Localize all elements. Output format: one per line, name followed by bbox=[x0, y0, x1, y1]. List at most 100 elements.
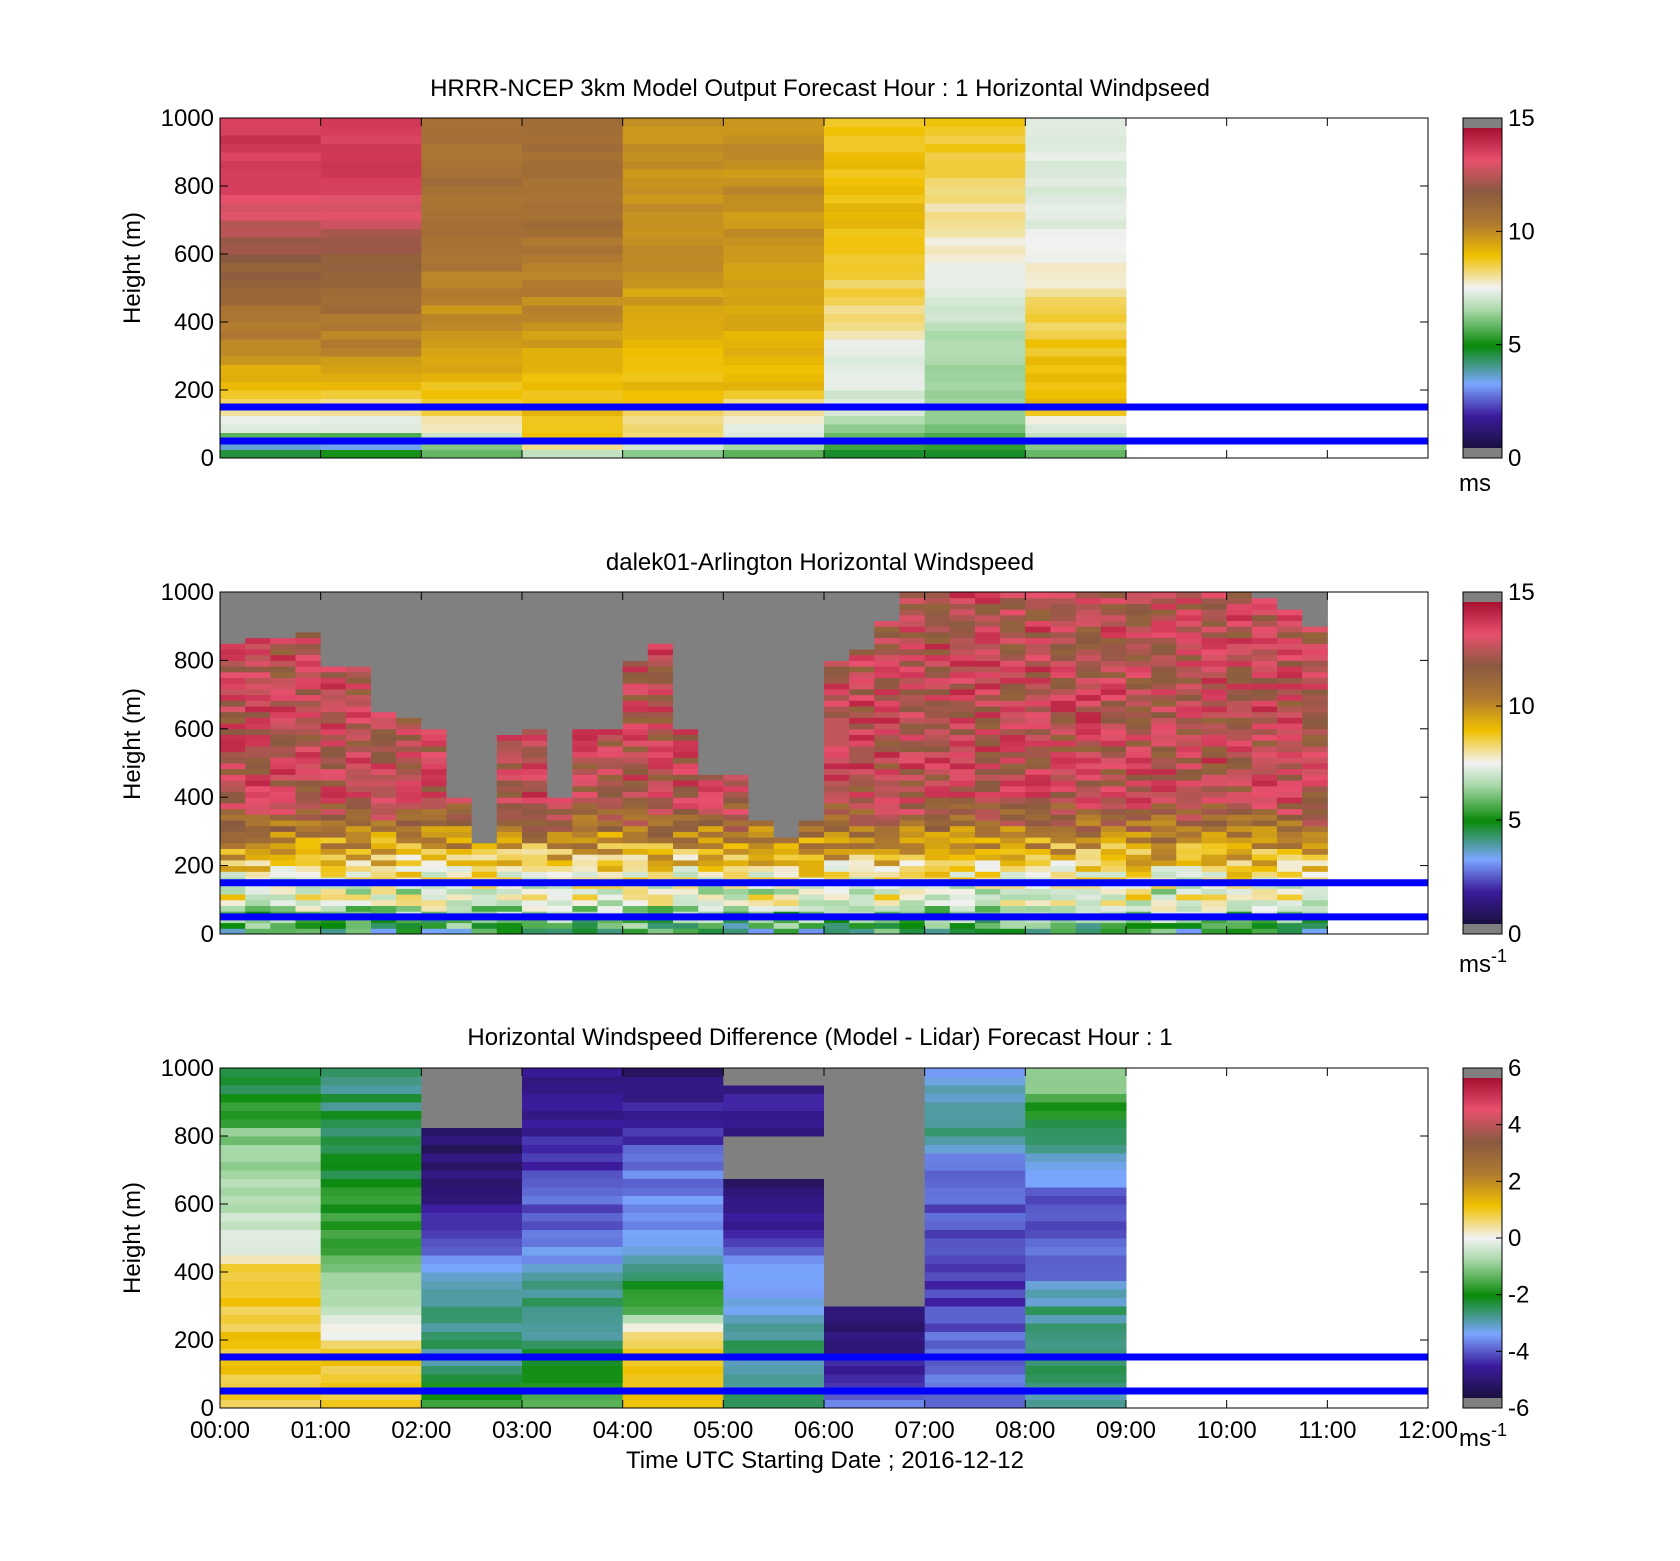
heatmap-cell bbox=[471, 859, 498, 867]
heatmap-cell bbox=[949, 757, 976, 764]
heatmap-cell bbox=[924, 763, 951, 770]
heatmap-cell bbox=[1025, 169, 1127, 178]
heatmap-cell bbox=[220, 854, 246, 861]
heatmap-cell bbox=[245, 631, 271, 639]
heatmap-cell bbox=[597, 820, 624, 827]
heatmap-cell bbox=[295, 791, 322, 798]
heatmap-cell bbox=[245, 723, 271, 730]
heatmap-cell bbox=[1075, 717, 1102, 724]
heatmap-cell bbox=[748, 745, 775, 753]
heatmap-cell bbox=[1075, 797, 1102, 804]
heatmap-cell bbox=[647, 660, 674, 667]
heatmap-cell bbox=[899, 740, 926, 747]
heatmap-cell bbox=[270, 763, 296, 770]
heatmap-cell bbox=[673, 854, 699, 861]
heatmap-cell bbox=[421, 262, 523, 272]
heatmap-cell bbox=[924, 780, 951, 787]
heatmap-cell bbox=[572, 597, 598, 604]
heatmap-cell bbox=[1000, 711, 1026, 718]
heatmap-cell bbox=[622, 1331, 724, 1341]
heatmap-cell bbox=[673, 814, 699, 821]
colorbar-frame bbox=[1462, 591, 1503, 935]
heatmap-cell bbox=[849, 597, 875, 604]
heatmap-cell bbox=[320, 842, 347, 849]
heatmap-cell bbox=[220, 152, 322, 161]
heatmap-cell bbox=[647, 825, 674, 832]
heatmap-cell bbox=[220, 194, 322, 204]
heatmap-cell bbox=[924, 1161, 1026, 1171]
heatmap-cell bbox=[522, 373, 624, 382]
heatmap-cell bbox=[748, 620, 775, 627]
heatmap-cell bbox=[496, 626, 523, 633]
heatmap-cell bbox=[773, 791, 800, 798]
heatmap-cell bbox=[647, 763, 674, 770]
heatmap-cell bbox=[295, 757, 322, 764]
heatmap-cell bbox=[723, 313, 825, 323]
heatmap-cell bbox=[320, 1204, 422, 1213]
heatmap-cell bbox=[471, 905, 498, 912]
heatmap-cell bbox=[245, 888, 271, 895]
heatmap-cell bbox=[1126, 802, 1152, 810]
heatmap-cell bbox=[320, 1093, 422, 1103]
heatmap-cell bbox=[1050, 603, 1077, 610]
heatmap-cell bbox=[320, 922, 347, 929]
heatmap-cell bbox=[446, 654, 473, 661]
heatmap-cell bbox=[320, 1297, 422, 1307]
heatmap-cell bbox=[220, 626, 246, 633]
heatmap-cell bbox=[421, 152, 523, 161]
heatmap-cell bbox=[698, 717, 724, 724]
heatmap-cell bbox=[1025, 347, 1127, 357]
heatmap-cell bbox=[320, 347, 422, 357]
heatmap-cell bbox=[496, 671, 523, 678]
heatmap-cell bbox=[698, 865, 724, 872]
heatmap-cell bbox=[1176, 654, 1202, 661]
heatmap-cell bbox=[421, 1076, 523, 1086]
heatmap-cell bbox=[446, 677, 473, 684]
heatmap-cell bbox=[1075, 825, 1102, 832]
colorbar-tick-label: 6 bbox=[1508, 1055, 1521, 1082]
heatmap-cell bbox=[572, 694, 598, 701]
heatmap-cell bbox=[371, 894, 397, 901]
heatmap-cell bbox=[949, 694, 976, 701]
heatmap-cell bbox=[622, 390, 724, 399]
heatmap-cell bbox=[371, 797, 397, 804]
heatmap-cell bbox=[622, 649, 649, 656]
heatmap-cell bbox=[1025, 1136, 1127, 1145]
heatmap-cell bbox=[295, 666, 322, 673]
heatmap-cell bbox=[698, 905, 724, 912]
heatmap-cell bbox=[1025, 688, 1051, 696]
heatmap-cell bbox=[647, 894, 674, 901]
y-tick-label: 400 bbox=[174, 784, 214, 811]
heatmap-cell bbox=[295, 694, 322, 701]
heatmap-cell bbox=[622, 271, 724, 280]
heatmap-cell bbox=[874, 728, 900, 735]
heatmap-cell bbox=[1050, 865, 1077, 872]
heatmap-cell bbox=[748, 614, 775, 621]
heatmap-cell bbox=[1201, 723, 1228, 730]
heatmap-cell bbox=[421, 364, 523, 374]
heatmap-cell bbox=[622, 842, 649, 849]
heatmap-cell bbox=[1226, 751, 1253, 758]
heatmap-cell bbox=[270, 654, 296, 661]
heatmap-cell bbox=[1302, 723, 1328, 730]
heatmap-cell bbox=[320, 603, 347, 610]
heatmap-cell bbox=[949, 820, 976, 827]
heatmap-cell bbox=[748, 649, 775, 656]
heatmap-cell bbox=[522, 211, 624, 221]
heatmap-cell bbox=[270, 888, 296, 895]
heatmap-cell bbox=[320, 677, 347, 684]
heatmap-cell bbox=[1075, 751, 1102, 758]
heatmap-cell bbox=[1226, 757, 1253, 764]
heatmap-cell bbox=[1151, 848, 1177, 855]
heatmap-cell bbox=[1251, 871, 1278, 878]
heatmap-cell bbox=[975, 745, 1001, 753]
heatmap-cell bbox=[1000, 637, 1026, 644]
heatmap-cell bbox=[1226, 711, 1253, 718]
heatmap-cells bbox=[220, 118, 1127, 459]
heatmap-cell bbox=[773, 660, 800, 667]
heatmap-cell bbox=[496, 820, 523, 827]
heatmap-cell bbox=[1000, 666, 1026, 673]
heatmap-cell bbox=[1075, 848, 1102, 855]
heatmap-cell bbox=[270, 820, 296, 827]
heatmap-cell bbox=[1251, 791, 1278, 798]
